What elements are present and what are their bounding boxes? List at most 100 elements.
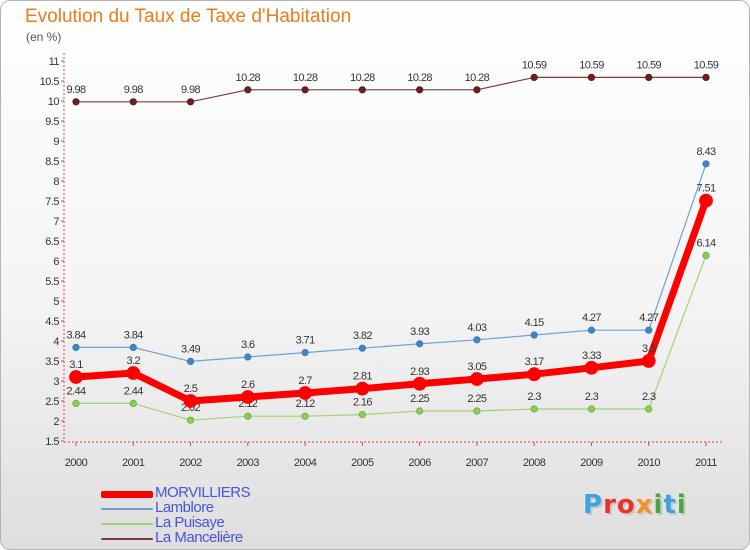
logo-letter: o bbox=[616, 490, 636, 520]
unit-label: (en %) bbox=[26, 30, 62, 44]
data-point-la-puisaye bbox=[244, 412, 252, 420]
data-label-la-manceliere: 10.28 bbox=[236, 72, 261, 84]
data-label-la-manceliere: 10.59 bbox=[522, 59, 547, 71]
x-tick-label: 2011 bbox=[695, 457, 717, 469]
y-tick-label: 10 bbox=[48, 96, 60, 108]
legend-label: Lamblore bbox=[155, 499, 214, 516]
data-point-la-puisaye bbox=[473, 407, 481, 415]
data-label-la-puisaye: 2.25 bbox=[467, 393, 486, 405]
y-tick-label: 6.5 bbox=[45, 236, 59, 248]
legend-label: La Mancelière bbox=[155, 529, 243, 546]
data-point-la-puisaye bbox=[530, 405, 538, 413]
y-tick-label: 9.5 bbox=[45, 116, 59, 128]
data-point-lamblore bbox=[301, 348, 309, 357]
data-point-lamblore bbox=[358, 344, 366, 352]
data-point-la-puisaye bbox=[645, 405, 653, 413]
data-point-la-puisaye bbox=[301, 412, 309, 420]
data-point-morvilliers bbox=[183, 394, 198, 408]
data-point-la-puisaye bbox=[129, 399, 137, 407]
data-label-la-puisaye: 6.14 bbox=[696, 237, 715, 249]
data-point-la-puisaye bbox=[587, 405, 596, 413]
data-point-morvilliers bbox=[298, 386, 312, 400]
data-label-la-manceliere: 9.98 bbox=[124, 84, 143, 96]
legend-swatch bbox=[101, 523, 153, 525]
data-label-lamblore: 4.15 bbox=[525, 317, 544, 329]
data-point-lamblore bbox=[416, 340, 424, 348]
y-tick-label: 9 bbox=[53, 136, 59, 148]
y-tick-label: 3 bbox=[53, 376, 59, 388]
data-label-la-puisaye: 2.44 bbox=[66, 385, 85, 397]
x-tick-label: 2005 bbox=[351, 457, 374, 469]
data-point-la-manceliere bbox=[530, 73, 538, 82]
data-point-morvilliers bbox=[470, 372, 484, 386]
data-label-la-puisaye: 2.16 bbox=[353, 397, 372, 409]
data-point-lamblore bbox=[645, 326, 653, 334]
data-point-morvilliers bbox=[699, 193, 713, 208]
data-point-la-puisaye bbox=[702, 251, 710, 259]
data-point-la-puisaye bbox=[358, 410, 366, 419]
legend-swatch bbox=[101, 538, 153, 540]
series-morvilliers: 3.1 3.2 2.5 2.6 2.7 2.81 2.93 3.05 3.17 3.33 3.5 7.… bbox=[69, 183, 717, 408]
y-tick-label: 6 bbox=[53, 256, 59, 268]
data-point-morvilliers bbox=[126, 366, 141, 380]
data-label-la-manceliere: 10.28 bbox=[407, 72, 432, 84]
data-label-lamblore: 8.43 bbox=[696, 146, 715, 158]
data-point-la-manceliere bbox=[645, 73, 653, 82]
data-label-morvilliers: 3.2 bbox=[127, 355, 141, 367]
proxiti-logo: Proxiti bbox=[583, 490, 687, 520]
y-tick-label: 8.5 bbox=[45, 156, 59, 168]
data-point-la-manceliere bbox=[301, 86, 309, 94]
data-label-morvilliers: 3.17 bbox=[525, 356, 544, 368]
data-label-lamblore: 3.84 bbox=[66, 329, 85, 341]
data-label-la-puisaye: 2.3 bbox=[642, 391, 656, 403]
series-lamblore: 3.84 3.84 3.49 3.6 3.71 3.82 3.93 4.03 4.15 4.27 4… bbox=[66, 146, 717, 365]
data-label-la-puisaye: 2.25 bbox=[410, 393, 429, 405]
logo-letter: i bbox=[676, 490, 687, 520]
x-tick-label: 2001 bbox=[122, 457, 145, 469]
data-label-la-puisaye: 2.3 bbox=[527, 391, 541, 403]
series-la-manceliere: 9.98 9.98 9.98 10.28 10.28 10.28 10.28 10.28 10.… bbox=[66, 59, 719, 106]
y-tick-label: 11 bbox=[49, 56, 60, 68]
x-tick-label: 2009 bbox=[580, 457, 603, 469]
data-label-la-manceliere: 10.59 bbox=[694, 59, 719, 71]
data-label-morvilliers: 2.81 bbox=[353, 371, 372, 383]
data-label-la-puisaye: 2.3 bbox=[585, 391, 599, 403]
data-point-morvilliers bbox=[240, 390, 255, 404]
data-point-lamblore bbox=[72, 343, 80, 351]
data-point-la-puisaye bbox=[186, 416, 195, 424]
data-point-morvilliers bbox=[584, 360, 599, 375]
data-label-lamblore: 4.27 bbox=[639, 312, 658, 324]
x-tick-label: 2000 bbox=[65, 457, 88, 469]
data-label-morvilliers: 2.5 bbox=[184, 383, 198, 395]
data-point-morvilliers bbox=[69, 370, 83, 384]
series-line-la-puisaye bbox=[76, 255, 707, 421]
data-point-la-manceliere bbox=[473, 86, 481, 94]
data-point-lamblore bbox=[702, 160, 710, 168]
data-point-la-manceliere bbox=[358, 86, 366, 94]
data-point-morvilliers bbox=[355, 381, 370, 396]
data-point-lamblore bbox=[129, 343, 137, 351]
data-point-lamblore bbox=[473, 336, 481, 344]
data-label-la-manceliere: 10.28 bbox=[293, 72, 318, 84]
data-label-morvilliers: 3.1 bbox=[69, 359, 83, 371]
data-label-la-puisaye: 2.12 bbox=[296, 398, 315, 410]
data-point-morvilliers bbox=[527, 367, 542, 382]
data-point-lamblore bbox=[244, 353, 252, 361]
data-label-morvilliers: 3.5 bbox=[642, 343, 656, 355]
logo-letter: P bbox=[583, 490, 604, 520]
data-point-la-manceliere bbox=[72, 98, 80, 106]
x-tick-label: 2007 bbox=[466, 457, 489, 469]
data-point-la-puisaye bbox=[416, 407, 424, 415]
series-la-puisaye: 2.44 2.442.02 2.12 2.12 2.16 2.25 2.25 2.3 2.3 2.… bbox=[66, 237, 717, 424]
series-line-morvilliers bbox=[75, 199, 710, 405]
data-label-la-manceliere: 9.98 bbox=[181, 84, 200, 96]
data-label-lamblore: 3.93 bbox=[410, 326, 429, 338]
data-label-morvilliers: 3.05 bbox=[467, 361, 486, 373]
data-point-la-manceliere bbox=[702, 73, 710, 82]
logo-letter: r bbox=[603, 490, 617, 520]
data-label-morvilliers: 2.93 bbox=[410, 366, 429, 378]
data-point-la-manceliere bbox=[244, 86, 252, 94]
y-tick-label: 5.5 bbox=[45, 276, 59, 288]
legend-swatch bbox=[101, 490, 153, 498]
